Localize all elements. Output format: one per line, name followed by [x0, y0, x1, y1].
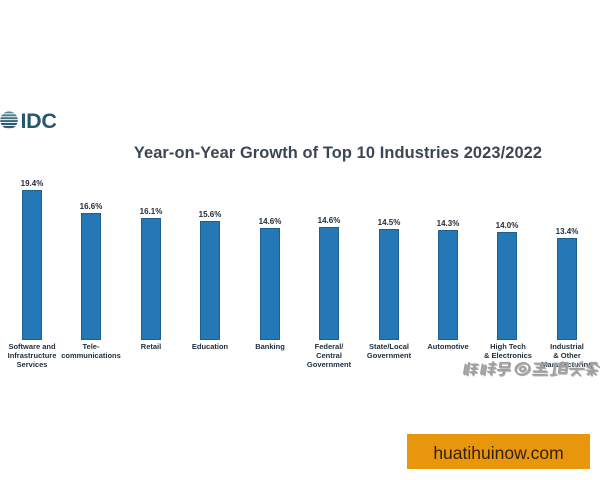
- svg-text:IDC: IDC: [21, 109, 57, 133]
